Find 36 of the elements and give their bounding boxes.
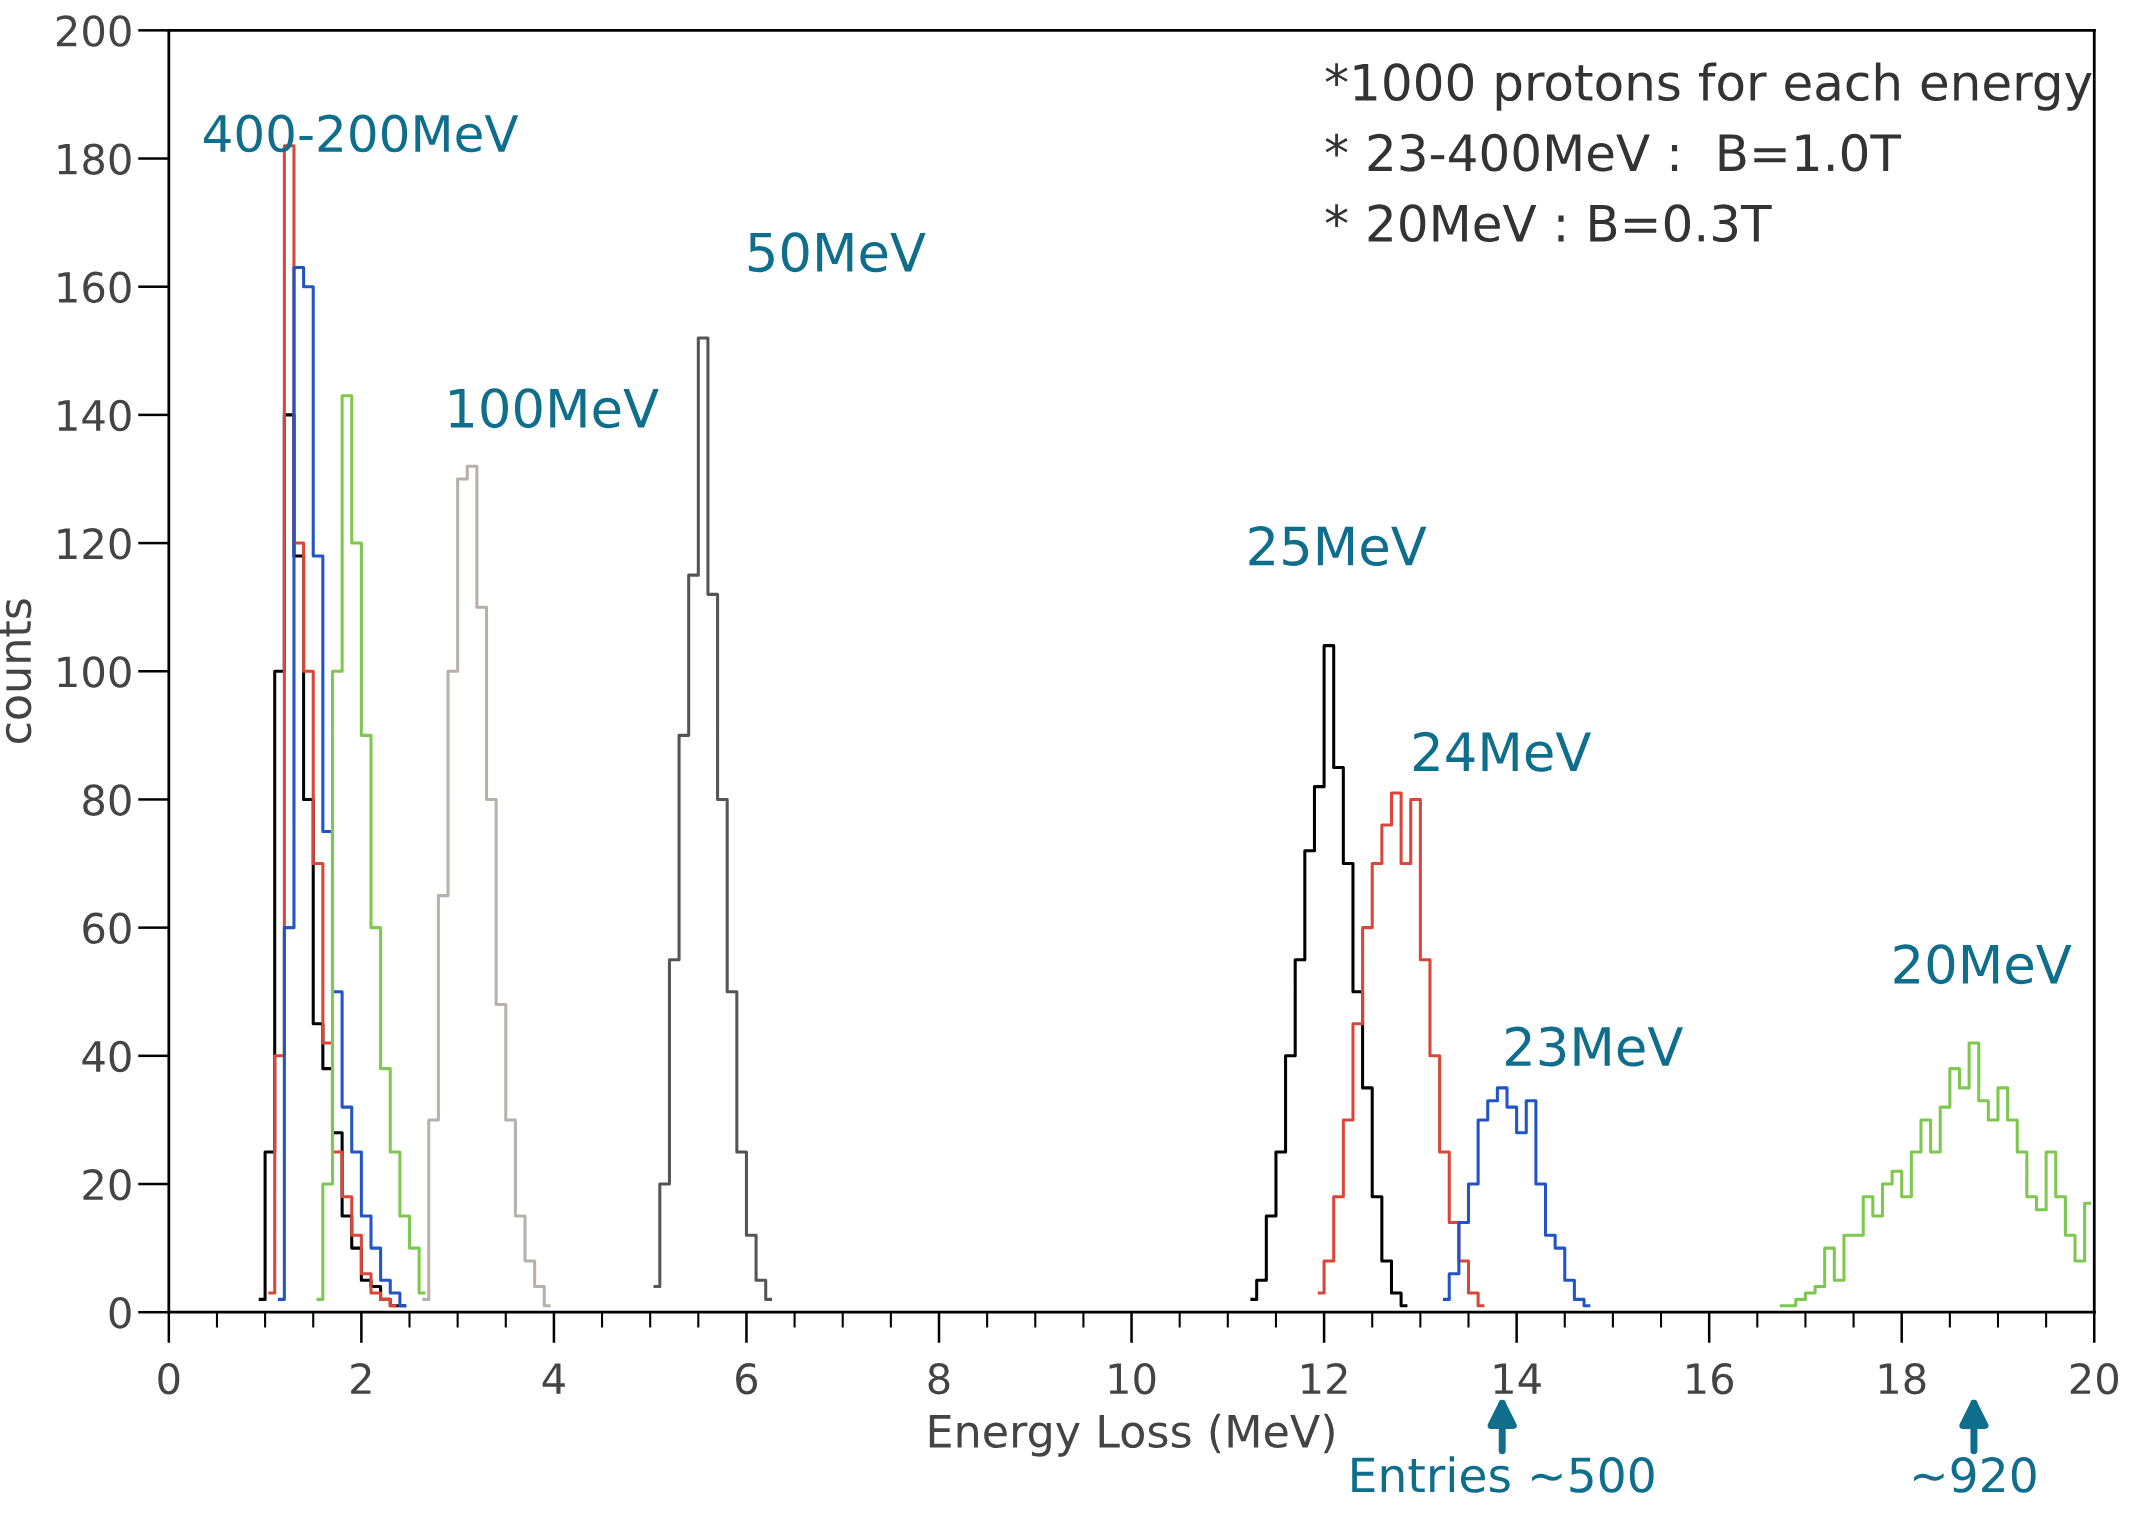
text: ~920 <box>1914 1457 2036 1493</box>
y-tick-label: 20 <box>83 1168 131 1201</box>
y-tick-label: 80 <box>83 784 131 816</box>
x-tick-label: 14 <box>1494 1363 1541 1394</box>
x-axis-title: Energy Loss (MeV) <box>929 1413 1334 1457</box>
y-tick-label: 160 <box>58 271 131 304</box>
series-label: 100MeV <box>450 388 659 429</box>
series-label: 20MeV <box>1894 944 2072 985</box>
y-tick-label: 180 <box>58 143 131 175</box>
y-tick-label: 140 <box>58 399 131 432</box>
y-tick-label: 100 <box>58 656 131 688</box>
text: Entries ~500 <box>1352 1456 1654 1493</box>
x-tick-label: 12 <box>1302 1362 1347 1394</box>
y-tick-label: 200 <box>56 15 131 47</box>
x-tick-label: 10 <box>1109 1362 1156 1395</box>
series-label: 23MeV <box>1506 1026 1684 1067</box>
series-label: 25MeV <box>1249 526 1427 566</box>
annotation: * 20MeV : B=0.3T <box>1325 204 1772 243</box>
annotation: 400-200MeV <box>204 114 519 153</box>
x-tick-label: 2 <box>351 1362 371 1394</box>
series-label: 24MeV <box>1414 731 1592 772</box>
annotation: *1000 protons for each energy <box>1325 62 2092 111</box>
annotation: * 23-400MeV : B=1.0T <box>1325 133 1902 172</box>
series-label: 50MeV <box>748 232 926 273</box>
x-tick-label: 8 <box>928 1362 950 1395</box>
y-tick-label: 60 <box>83 912 131 945</box>
y-tick-label: 40 <box>82 1040 131 1073</box>
x-tick-label: 20 <box>2070 1362 2118 1395</box>
y-tick-label: 120 <box>58 527 131 560</box>
y-tick-label: 0 <box>109 1297 131 1329</box>
x-tick-label: 4 <box>542 1363 565 1394</box>
y-axis-title: counts <box>0 599 32 744</box>
x-tick-label: 16 <box>1687 1362 1734 1395</box>
x-tick-label: 0 <box>158 1362 180 1395</box>
x-tick-label: 18 <box>1879 1362 1926 1395</box>
x-tick-label: 6 <box>736 1362 758 1395</box>
